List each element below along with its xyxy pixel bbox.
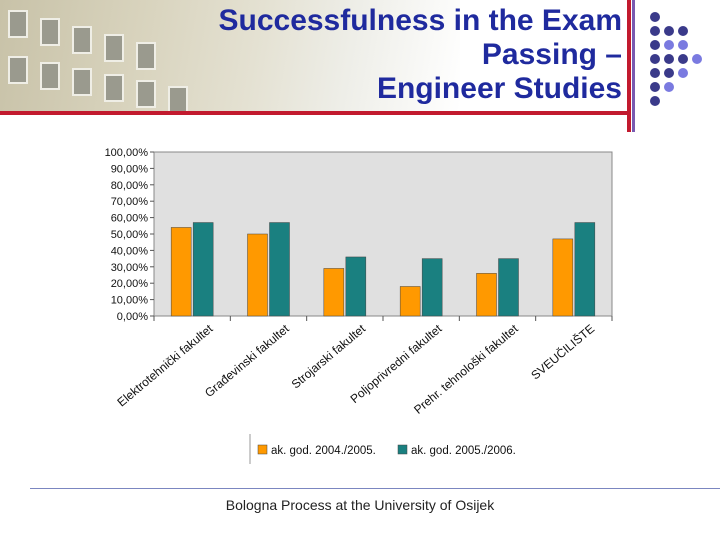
legend-swatch (397, 444, 408, 455)
plot-area (153, 151, 613, 317)
header-divider-accent (632, 0, 635, 132)
title-line-2: Passing – (481, 38, 622, 71)
y-tick-label: 10,00% (111, 295, 149, 307)
bar (323, 268, 345, 317)
legend-swatch (257, 444, 268, 455)
bar (399, 286, 421, 317)
legend-label: ak. god. 2005./2006. (411, 445, 516, 457)
bar (498, 258, 519, 317)
header-divider-vertical (627, 0, 631, 132)
y-tick-label: 80,00% (111, 180, 149, 192)
bar (552, 238, 574, 317)
bar (170, 227, 192, 317)
x-tick-label: Građevinski fakultet (202, 321, 292, 400)
footer-text: Bologna Process at the University of Osi… (225, 497, 495, 513)
y-tick-label: 0,00% (117, 311, 148, 323)
bar (345, 256, 367, 317)
y-tick-label: 50,00% (111, 229, 149, 241)
bar (269, 222, 290, 317)
y-tick-label: 100,00% (105, 147, 149, 159)
y-tick-label: 70,00% (111, 196, 149, 208)
legend-label: ak. god. 2004./2005. (271, 445, 376, 457)
y-tick-label: 40,00% (111, 245, 149, 257)
y-tick-label: 20,00% (111, 278, 149, 290)
header-building-photo (0, 0, 460, 112)
x-tick-label: SVEUČILIŠTE (528, 321, 597, 383)
footer-divider (30, 488, 720, 489)
slide-title: Successfulness in the Exam Passing – Eng… (120, 4, 622, 106)
bar (247, 233, 268, 317)
y-tick-label: 60,00% (111, 213, 149, 225)
bar-chart: 0,00% 10,00% 20,00% 30,00% 40,00% 50,00% 60,00… (80, 142, 640, 472)
x-tick-label: Elektrotehnički fakultet (114, 321, 215, 409)
header-divider-horizontal (0, 111, 631, 115)
y-tick-label: 30,00% (111, 262, 149, 274)
y-tick-label: 90,00% (111, 163, 149, 175)
title-line-1: Successfulness in the Exam (218, 4, 622, 37)
bar (192, 222, 214, 317)
x-tick-label: Strojarski fakultet (289, 321, 369, 391)
bar (574, 222, 596, 317)
title-line-3: Engineer Studies (376, 72, 622, 105)
bar (476, 273, 497, 317)
chart-svg: 0,00% 10,00% 20,00% 30,00% 40,00% 50,00% 60,00… (105, 147, 613, 464)
bar (421, 258, 443, 317)
